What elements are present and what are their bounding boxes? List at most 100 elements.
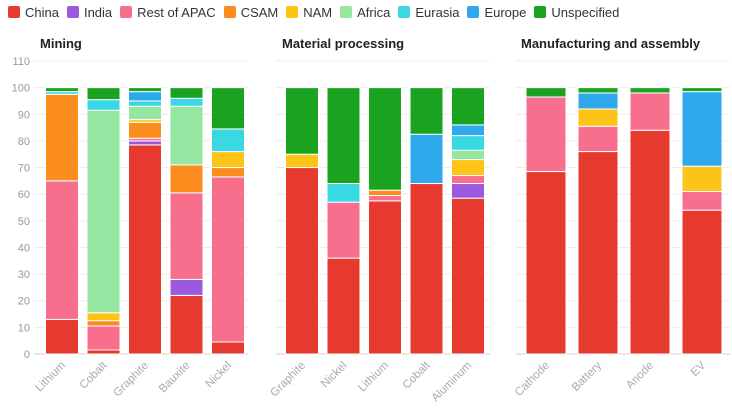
- x-tick-label: Aluminum: [429, 360, 474, 405]
- x-tick-label: Graphite: [268, 360, 308, 400]
- bar-segment: [368, 189, 402, 197]
- bar-segment: [211, 128, 245, 153]
- x-tick-label: Cathode: [513, 360, 552, 399]
- legend-swatch: [66, 6, 79, 18]
- bar-segment: [326, 183, 361, 203]
- y-tick-label: 110: [12, 56, 30, 68]
- bar-segment: [86, 325, 121, 351]
- chart-legend: China India Rest of APAC CSAM NAM Africa Euras…: [8, 2, 627, 22]
- bar-segment: [128, 105, 162, 121]
- bar-segment: [128, 144, 162, 355]
- bar-segment: [128, 91, 162, 102]
- bar-segment: [169, 192, 204, 280]
- bar-segment: [681, 209, 723, 355]
- legend-item[interactable]: CSAM: [223, 5, 278, 20]
- bar-segment: [577, 125, 619, 153]
- bar-segment: [681, 91, 723, 167]
- bar-segment: [211, 341, 245, 355]
- bar-segment: [169, 105, 204, 166]
- legend-item[interactable]: Eurasia: [398, 5, 459, 20]
- bar-segment: [629, 129, 671, 355]
- y-tick-label: 60: [18, 189, 30, 201]
- bar-segment: [45, 180, 79, 320]
- x-tick-label: Bauxite: [157, 360, 193, 396]
- bar-segment: [629, 87, 671, 94]
- panel-title: Mining: [40, 36, 82, 51]
- bar-segment: [128, 100, 162, 107]
- x-tick-label: Cobalt: [401, 359, 434, 392]
- bar-segment: [285, 167, 319, 355]
- bar-segment: [577, 92, 619, 110]
- legend-label: Europe: [484, 4, 527, 20]
- panel-title: Manufacturing and assembly: [521, 36, 701, 51]
- bar-segment: [169, 87, 204, 99]
- legend-label: Rest of APAC: [137, 4, 216, 20]
- bar-segment: [368, 200, 402, 355]
- bar-segment: [169, 97, 204, 107]
- x-tick-label: Anode: [624, 360, 656, 392]
- bar-segment: [451, 197, 485, 355]
- x-tick-label: Lithium: [33, 360, 68, 395]
- bar-segment: [409, 87, 444, 135]
- bar-segment: [211, 151, 245, 169]
- bar-segment: [128, 87, 162, 93]
- bar-segment: [577, 87, 619, 94]
- bar-segment: [45, 87, 79, 93]
- bar-segment: [368, 195, 402, 202]
- bar-segment: [577, 108, 619, 127]
- bar-segment: [326, 87, 361, 185]
- bar-segment: [128, 140, 162, 146]
- bar-segment: [86, 349, 121, 355]
- y-tick-label: 80: [18, 136, 30, 148]
- y-tick-label: 90: [18, 109, 30, 121]
- y-tick-label: 50: [18, 216, 30, 228]
- bar-segment: [451, 87, 485, 126]
- x-tick-label: Graphite: [111, 360, 151, 400]
- legend-item[interactable]: China: [8, 5, 59, 20]
- bar-segment: [451, 124, 485, 137]
- bar-segment: [451, 135, 485, 151]
- legend-item[interactable]: Europe: [467, 5, 526, 20]
- bar-segment: [326, 257, 361, 355]
- legend-item[interactable]: Africa: [340, 5, 390, 20]
- legend-item[interactable]: India: [66, 5, 112, 20]
- legend-swatch: [8, 6, 20, 18]
- bar-segment: [211, 87, 245, 130]
- legend-swatch: [286, 6, 299, 18]
- bar-segment: [211, 167, 245, 178]
- bar-segment: [211, 176, 245, 343]
- bar-segment: [45, 93, 79, 182]
- legend-swatch: [467, 6, 480, 18]
- bar-segment: [86, 99, 121, 111]
- legend-item[interactable]: Rest of APAC: [120, 5, 216, 20]
- x-tick-label: EV: [689, 359, 709, 379]
- y-tick-label: 40: [18, 242, 30, 254]
- bar-segment: [45, 318, 79, 355]
- bar-segment: [525, 87, 567, 98]
- bar-segment: [681, 165, 723, 193]
- y-tick-label: 30: [18, 269, 30, 281]
- bar-segment: [368, 87, 402, 191]
- legend-swatch: [120, 6, 133, 18]
- bar-segment: [169, 164, 204, 194]
- bar-segment: [285, 153, 319, 169]
- y-tick-label: 20: [18, 296, 30, 308]
- legend-swatch: [534, 6, 547, 18]
- bar-segment: [86, 320, 121, 327]
- legend-label: Eurasia: [415, 4, 460, 20]
- bar-segment: [409, 183, 444, 355]
- bar-segment: [326, 201, 361, 259]
- legend-item[interactable]: Unspecified: [534, 5, 619, 20]
- y-tick-label: 0: [24, 349, 30, 361]
- legend-label: China: [25, 4, 59, 20]
- bar-segment: [451, 175, 485, 185]
- legend-label: NAM: [303, 4, 333, 20]
- legend-swatch: [223, 6, 236, 18]
- bar-segment: [86, 312, 121, 322]
- y-tick-label: 70: [18, 163, 30, 175]
- bar-segment: [681, 87, 723, 93]
- bar-segment: [525, 96, 567, 173]
- legend-item[interactable]: NAM: [286, 5, 332, 20]
- bar-segment: [451, 149, 485, 161]
